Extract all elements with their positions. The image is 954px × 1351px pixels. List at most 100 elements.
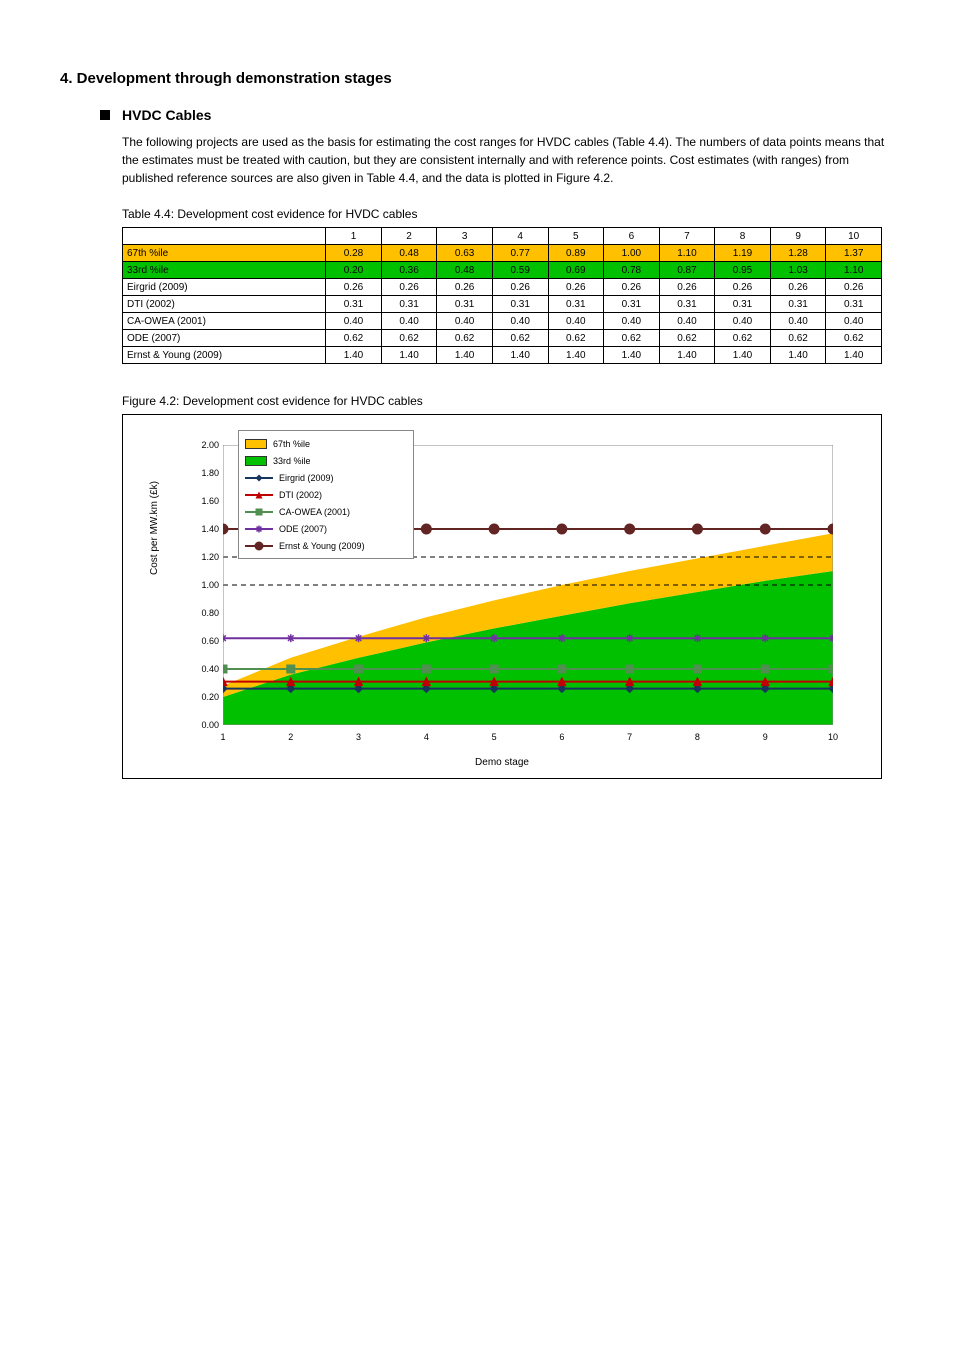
chart-container: Cost per MW.km (£k) Demo stage 67th %ile… [122,414,882,779]
table-cell: 0.31 [492,296,548,313]
table-cell: 0.31 [826,296,882,313]
x-tick-label: 8 [695,732,700,742]
table-row: ODE (2007)0.620.620.620.620.620.620.620.… [123,330,882,347]
table-cell: 0.26 [770,279,826,296]
table-cell: 0.62 [548,330,604,347]
table-cell: 0.77 [492,245,548,262]
table-cell: 0.89 [548,245,604,262]
x-tick-label: 7 [627,732,632,742]
table-cell: 0.62 [770,330,826,347]
table-cell: 0.31 [437,296,493,313]
table-cell: 0.62 [826,330,882,347]
chart-legend: 67th %ile33rd %ile Eirgrid (2009) DTI (200… [238,430,414,559]
table-cell: 1.40 [715,347,771,364]
table-cell: 0.40 [492,313,548,330]
table-cell: 0.20 [326,262,382,279]
y-tick-label: 0.80 [183,608,219,618]
table-cell: 0.26 [381,279,437,296]
legend-item: 33rd %ile [245,452,407,469]
table-cell: 0.48 [437,262,493,279]
legend-label: CA-OWEA (2001) [279,507,350,517]
table-header-cell: 7 [659,228,715,245]
chart-caption: Figure 4.2: Development cost evidence fo… [122,394,894,408]
table-header-cell: 6 [604,228,660,245]
table-cell: 0.28 [326,245,382,262]
legend-line-icon [245,471,273,485]
table-header-row: 12345678910 [123,228,882,245]
table-cell: 0.59 [492,262,548,279]
x-tick-label: 5 [492,732,497,742]
table-cell: 0.26 [826,279,882,296]
legend-item: Ernst & Young (2009) [245,537,407,554]
table-cell: 0.31 [659,296,715,313]
table-header-cell: 3 [437,228,493,245]
y-tick-label: 0.60 [183,636,219,646]
table-header-cell [123,228,326,245]
table-cell: 0.31 [381,296,437,313]
table-cell: 0.40 [604,313,660,330]
table-cell: 0.40 [437,313,493,330]
table-cell: 0.69 [548,262,604,279]
table-cell: 33rd %ile [123,262,326,279]
table-cell: 1.03 [770,262,826,279]
table-cell: 0.31 [326,296,382,313]
table-cell: 0.40 [715,313,771,330]
table-cell: 1.19 [715,245,771,262]
table-cell: 1.40 [381,347,437,364]
table-header-cell: 4 [492,228,548,245]
legend-label: Ernst & Young (2009) [279,541,365,551]
table-cell: 1.40 [492,347,548,364]
y-tick-label: 1.20 [183,552,219,562]
table-cell: 1.00 [604,245,660,262]
table-cell: 1.28 [770,245,826,262]
table-cell: 0.62 [604,330,660,347]
table-cell: 0.62 [381,330,437,347]
x-tick-label: 3 [356,732,361,742]
bullet-icon [100,110,110,120]
legend-line-icon [245,539,273,553]
table-cell: 0.78 [604,262,660,279]
table-cell: 1.40 [326,347,382,364]
legend-item: ODE (2007) [245,520,407,537]
table-header-cell: 5 [548,228,604,245]
table-cell: 0.26 [437,279,493,296]
legend-item: 67th %ile [245,435,407,452]
table-cell: Ernst & Young (2009) [123,347,326,364]
y-tick-label: 1.00 [183,580,219,590]
legend-item: DTI (2002) [245,486,407,503]
table-row: 33rd %ile0.200.360.480.590.690.780.870.9… [123,262,882,279]
table-cell: 0.36 [381,262,437,279]
table-cell: 1.40 [604,347,660,364]
x-axis-label: Demo stage [123,757,881,768]
table-cell: 0.31 [770,296,826,313]
table-cell: 0.48 [381,245,437,262]
table-cell: 0.62 [492,330,548,347]
data-table: 12345678910 67th %ile0.280.480.630.770.8… [122,227,882,364]
y-tick-label: 1.80 [183,468,219,478]
legend-swatch-icon [245,439,267,449]
table-cell: 0.62 [437,330,493,347]
y-tick-label: 0.00 [183,720,219,730]
table-cell: 1.40 [770,347,826,364]
table-cell: 0.26 [659,279,715,296]
y-tick-label: 2.00 [183,440,219,450]
table-cell: 0.62 [715,330,771,347]
table-header-cell: 10 [826,228,882,245]
table-cell: 0.40 [326,313,382,330]
x-tick-label: 9 [763,732,768,742]
table-cell: 0.26 [604,279,660,296]
table-cell: 0.31 [548,296,604,313]
table-header-cell: 1 [326,228,382,245]
table-row: CA-OWEA (2001)0.400.400.400.400.400.400.… [123,313,882,330]
table-caption: Table 4.4: Development cost evidence for… [122,207,894,221]
table-cell: 67th %ile [123,245,326,262]
legend-label: Eirgrid (2009) [279,473,334,483]
table-cell: 0.31 [604,296,660,313]
intro-paragraph: The following projects are used as the b… [122,133,894,187]
table-cell: 0.40 [770,313,826,330]
table-header-cell: 8 [715,228,771,245]
x-tick-label: 6 [559,732,564,742]
table-cell: 0.63 [437,245,493,262]
y-tick-label: 0.20 [183,692,219,702]
table-cell: 0.62 [659,330,715,347]
